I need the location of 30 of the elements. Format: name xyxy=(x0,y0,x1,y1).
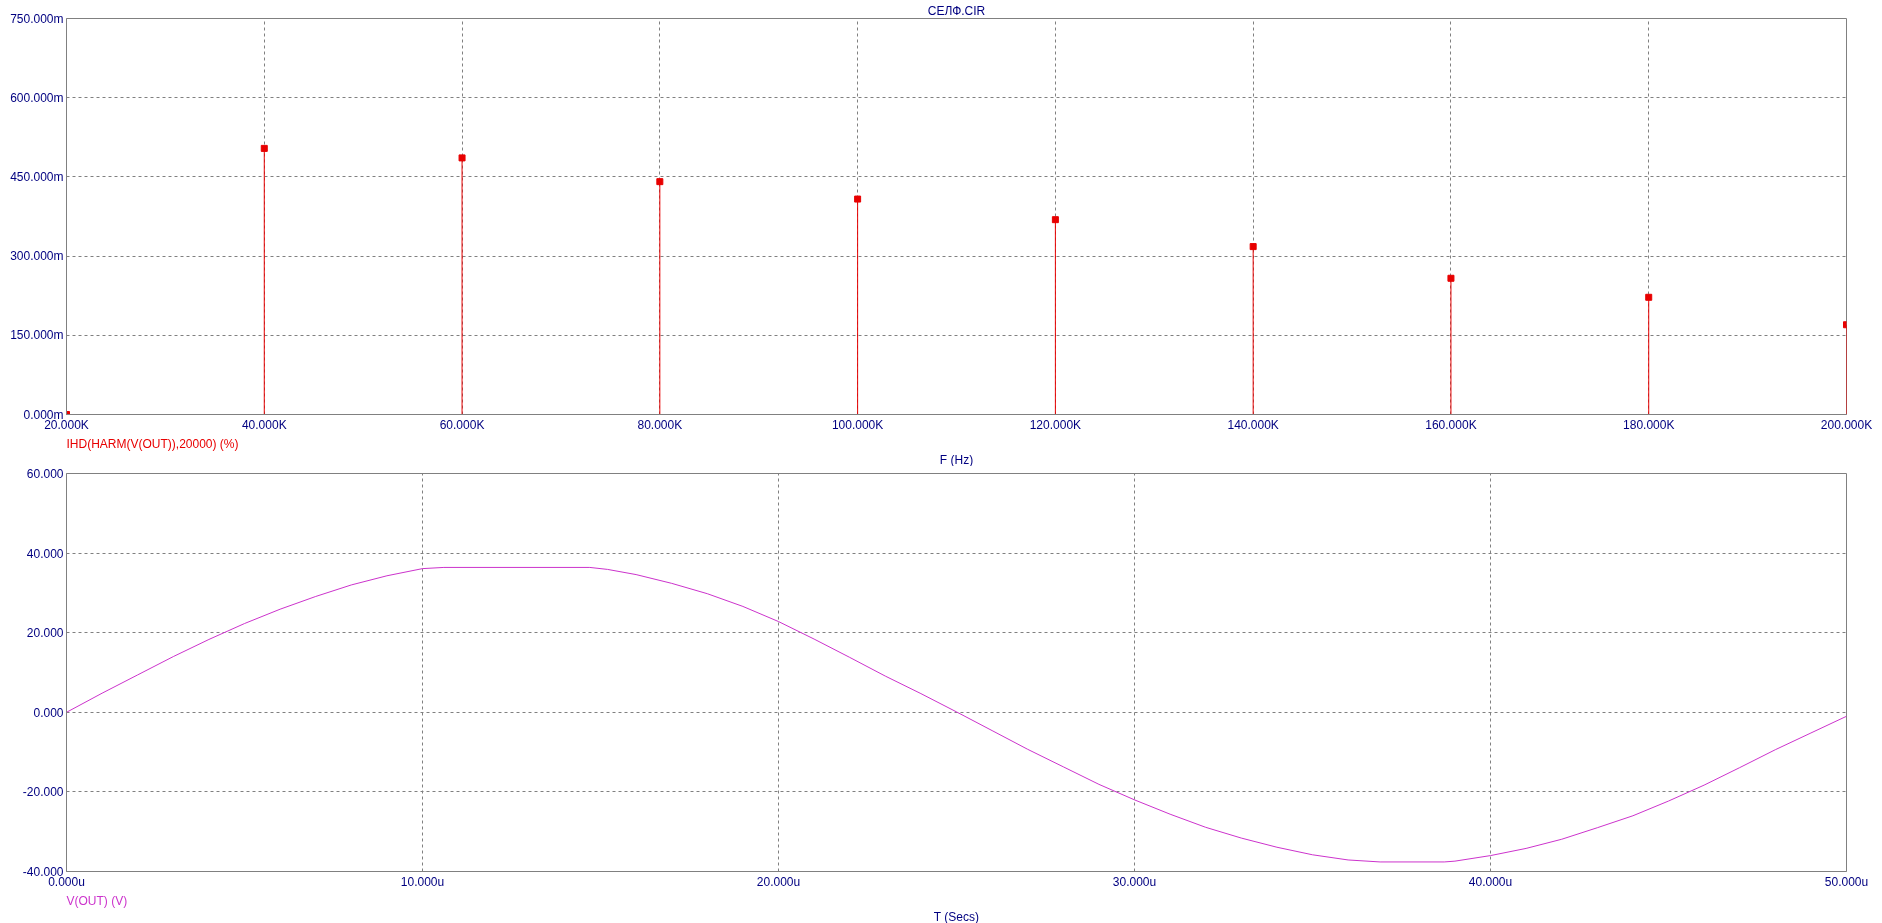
x-axis-title: F (Hz) xyxy=(939,452,974,467)
x-tick-label: 100.000K xyxy=(831,417,884,432)
y-tick-label: 40.000 xyxy=(26,546,64,561)
x-axis-title: T (Secs) xyxy=(933,909,979,923)
x-tick-label: 60.000K xyxy=(439,417,485,432)
y-tick-label: 20.000 xyxy=(26,626,64,641)
x-tick-label: 80.000K xyxy=(637,417,683,432)
chart-title: СЕЛФ.CIR xyxy=(927,3,986,18)
x-tick-label: 10.000u xyxy=(400,874,445,889)
series-label: IHD(HARM(V(OUT)),20000) (%) xyxy=(66,436,239,451)
x-tick-label: 180.000K xyxy=(1623,417,1675,432)
x-tick-label: 20.000u xyxy=(756,874,801,889)
x-tick-label: 50.000u xyxy=(1824,874,1869,889)
x-tick-label: 120.000K xyxy=(1029,417,1082,432)
y-tick-label: -20.000 xyxy=(22,785,64,800)
y-tick-label: 300.000m xyxy=(10,249,64,264)
y-tick-label: 600.000m xyxy=(10,90,64,105)
y-tick-label: 60.000 xyxy=(26,467,64,481)
y-tick-label: 750.000m xyxy=(10,11,64,26)
y-tick-label: 450.000m xyxy=(10,169,64,184)
y-tick-label: 0.000 xyxy=(33,705,64,720)
y-tick-label: 150.000m xyxy=(10,328,64,343)
x-tick-label: 40.000K xyxy=(241,417,287,432)
text: V(OUT) (V) xyxy=(66,893,128,908)
x-tick-label: 160.000K xyxy=(1425,417,1477,432)
x-tick-label: 200.000K xyxy=(1820,417,1873,432)
x-tick-label: 40.000u xyxy=(1468,874,1513,889)
x-tick-label: 30.000u xyxy=(1112,874,1157,889)
y-tick-label: -40.000 xyxy=(22,865,64,879)
x-tick-label: 140.000K xyxy=(1227,417,1279,432)
